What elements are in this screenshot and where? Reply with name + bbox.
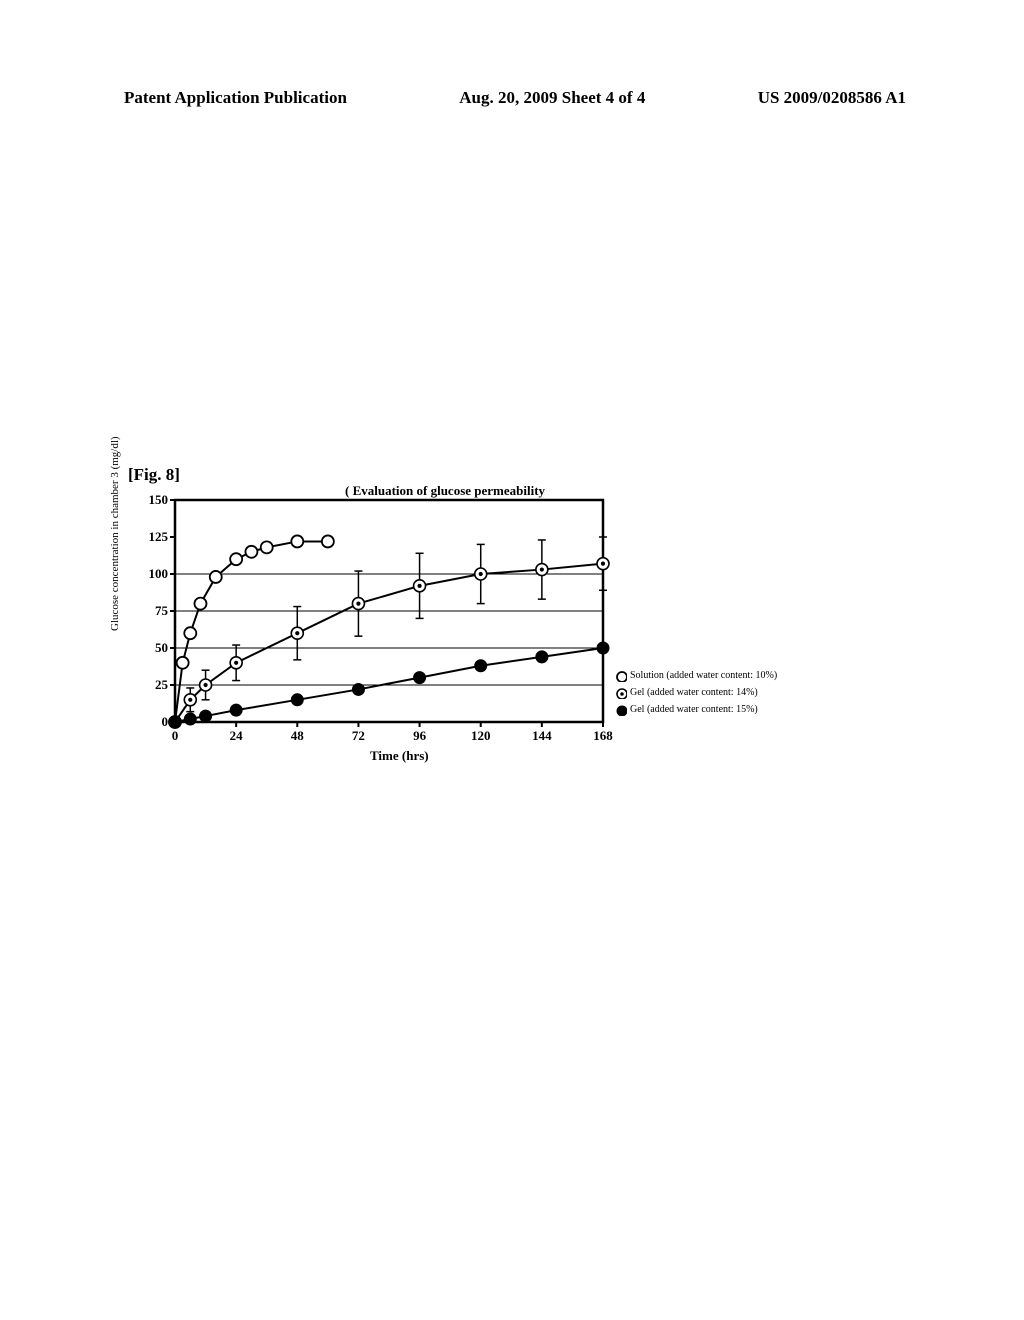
x-tick-label: 0	[163, 728, 187, 744]
y-axis-label: Glucose concentration in chamber 3 (mg/d…	[109, 436, 121, 631]
legend-label: Solution (added water content: 10%)	[630, 668, 777, 683]
figure-label: [Fig. 8]	[128, 465, 180, 485]
y-tick-label: 125	[143, 529, 168, 545]
x-tick-label: 48	[285, 728, 309, 744]
legend-item: Gel (added water content: 15%)	[615, 702, 777, 717]
legend-item: Gel (added water content: 14%)	[615, 685, 777, 700]
y-tick-label: 100	[143, 566, 168, 582]
legend: Solution (added water content: 10%) Gel (…	[615, 668, 777, 719]
x-tick-label: 144	[530, 728, 554, 744]
plot-area	[175, 500, 603, 722]
header-right: US 2009/0208586 A1	[758, 88, 906, 108]
header-center: Aug. 20, 2009 Sheet 4 of 4	[459, 88, 645, 108]
x-tick-label: 120	[469, 728, 493, 744]
chart-container: Glucose concentration in chamber 3 (mg/d…	[125, 500, 905, 760]
header-left: Patent Application Publication	[124, 88, 347, 108]
y-tick-label: 150	[143, 492, 168, 508]
plot-svg	[175, 500, 603, 722]
y-tick-label: 25	[143, 677, 168, 693]
legend-label: Gel (added water content: 14%)	[630, 685, 758, 700]
y-tick-label: 75	[143, 603, 168, 619]
x-tick-label: 72	[346, 728, 370, 744]
y-tick-label: 50	[143, 640, 168, 656]
legend-item: Solution (added water content: 10%)	[615, 668, 777, 683]
x-tick-label: 96	[408, 728, 432, 744]
x-tick-label: 168	[591, 728, 615, 744]
legend-label: Gel (added water content: 15%)	[630, 702, 758, 717]
x-tick-label: 24	[224, 728, 248, 744]
x-axis-label: Time (hrs)	[370, 748, 429, 764]
chart-title: ( Evaluation of glucose permeability	[345, 483, 545, 499]
